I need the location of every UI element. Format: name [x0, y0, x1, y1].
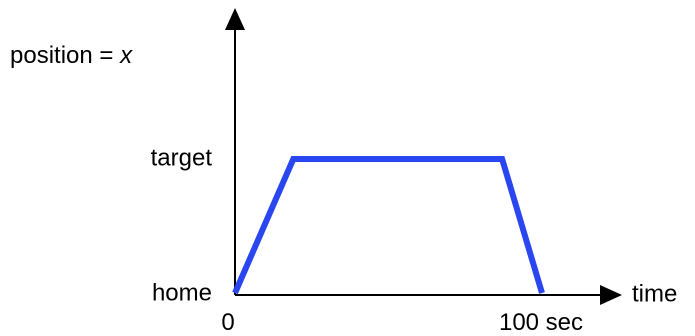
- y-tick-label-home: home: [152, 279, 212, 306]
- axes: [225, 8, 622, 305]
- y-axis-label-text: position =: [10, 42, 120, 69]
- x-axis-arrowhead: [600, 285, 622, 305]
- y-axis-arrowhead: [225, 8, 245, 30]
- x-axis-label: time: [632, 280, 677, 307]
- y-tick-label-target: target: [151, 144, 213, 171]
- y-axis-label: position = x: [10, 42, 133, 69]
- x-tick-label-0: 0: [221, 309, 234, 336]
- y-axis-label-variable: x: [119, 42, 133, 69]
- position-series-line: [232, 156, 545, 295]
- x-tick-label-100: 100 sec: [499, 309, 583, 336]
